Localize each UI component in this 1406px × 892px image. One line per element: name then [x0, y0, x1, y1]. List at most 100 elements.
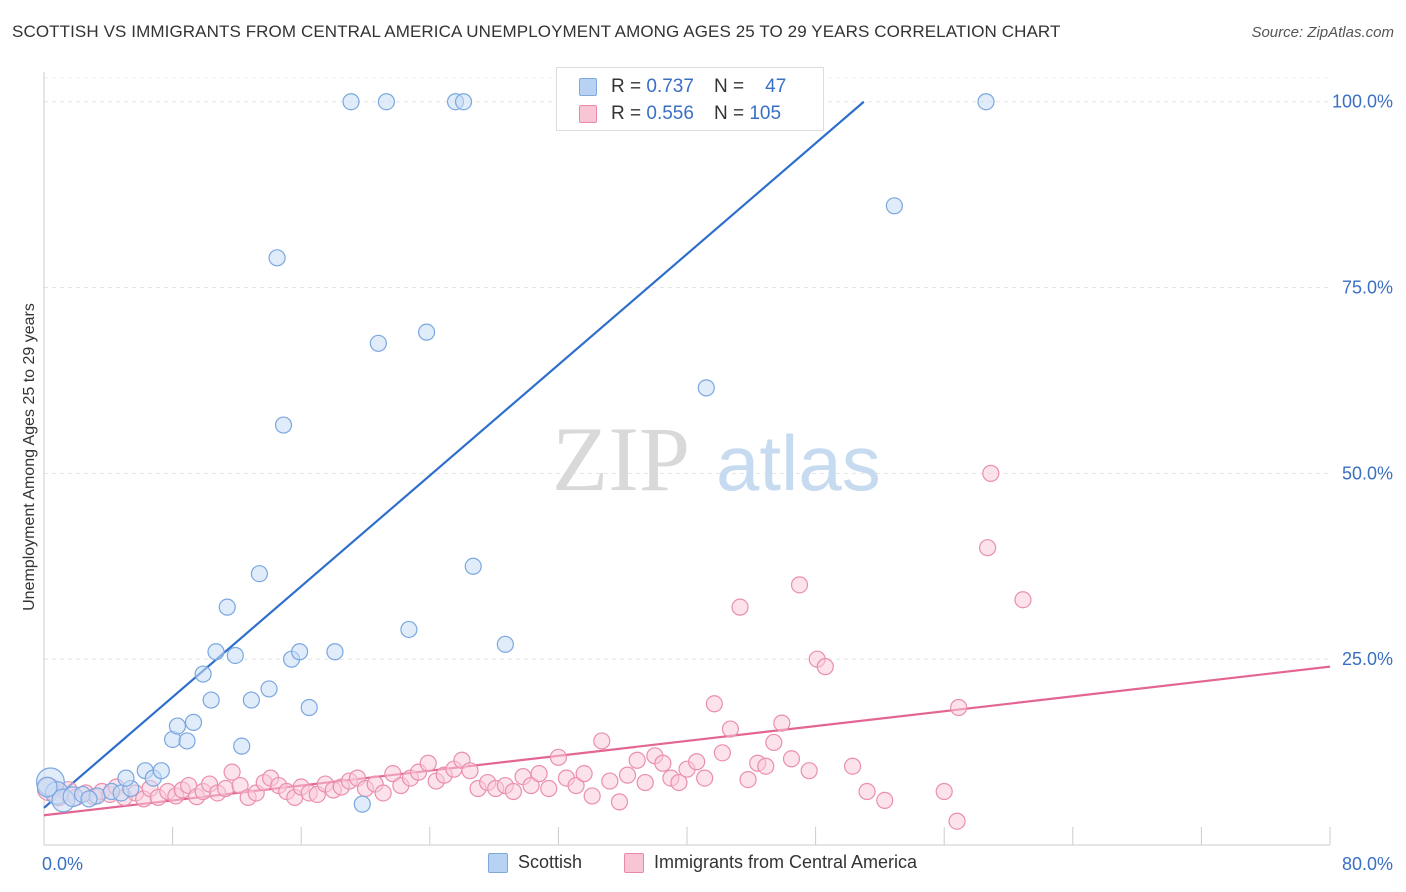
point-central-america [583, 787, 601, 805]
point-central-america [374, 784, 392, 802]
point-central-america [636, 773, 654, 792]
point-scottish [168, 717, 187, 735]
point-scottish [342, 93, 360, 111]
point-central-america [790, 576, 809, 594]
point-central-america [223, 763, 241, 781]
legend-r-value: 0.737 [646, 76, 694, 97]
point-central-america [757, 757, 775, 775]
point-scottish [326, 643, 344, 661]
point-scottish [400, 620, 418, 639]
data-points [35, 93, 1032, 830]
point-scottish [233, 737, 251, 755]
point-central-america [979, 539, 997, 557]
point-central-america [461, 762, 479, 780]
legend-n-label: N = [713, 103, 745, 124]
point-central-america [670, 773, 688, 792]
legend-swatch-scottish [488, 852, 508, 873]
trend-line-scottish [43, 100, 865, 809]
point-central-america [628, 751, 646, 769]
point-scottish [242, 691, 260, 709]
x-tick-label: 80.0% [1342, 854, 1393, 874]
point-central-america [950, 698, 968, 717]
point-central-america [1014, 591, 1032, 609]
chart-title: SCOTTISH VS IMMIGRANTS FROM CENTRAL AMER… [12, 22, 1061, 41]
point-scottish [226, 646, 244, 665]
point-scottish [184, 713, 203, 731]
point-scottish [117, 769, 135, 787]
point-scottish [300, 698, 318, 717]
point-scottish [36, 776, 58, 798]
point-scottish [152, 762, 170, 780]
point-scottish [80, 790, 98, 808]
point-central-america [705, 695, 723, 713]
point-central-america [948, 812, 966, 830]
point-scottish [697, 379, 715, 397]
point-central-america [721, 720, 740, 738]
point-central-america [384, 765, 402, 783]
point-central-america [782, 750, 801, 768]
stats-legend-row-central-america: R = 0.556 N = 105 [579, 101, 781, 127]
point-scottish [369, 334, 387, 352]
point-central-america [419, 754, 437, 772]
point-scottish [260, 680, 278, 698]
legend-n-label: N = [713, 76, 745, 97]
y-tick-label: 25.0% [1342, 649, 1393, 669]
point-scottish [194, 665, 212, 683]
point-central-america [522, 776, 540, 795]
stats-legend-row-scottish: R = 0.737 N = 47 [579, 74, 786, 100]
legend-r-value: 0.556 [646, 103, 694, 124]
point-scottish [417, 323, 436, 341]
point-scottish [207, 643, 225, 661]
tick-labels: 25.0% 50.0% 75.0% 100.0% 0.0% 80.0% [42, 92, 1393, 874]
point-central-america [549, 748, 568, 766]
point-central-america [610, 793, 629, 811]
legend-r-label: R = [611, 103, 642, 124]
legend-n-value: 105 [749, 103, 782, 124]
point-central-america [530, 765, 548, 783]
point-central-america [688, 753, 706, 771]
point-central-america [816, 658, 834, 676]
point-central-america [731, 598, 749, 616]
y-tick-label: 100.0% [1332, 92, 1393, 112]
point-scottish [885, 197, 903, 215]
point-central-america [540, 779, 558, 798]
x-tick-label: 0.0% [42, 854, 83, 874]
chart-source: Source: ZipAtlas.com [1251, 24, 1394, 41]
legend-swatch-central-america [624, 852, 644, 873]
point-scottish [290, 643, 309, 661]
legend-label-scottish: Scottish [518, 852, 583, 872]
legend-swatch-scottish [579, 78, 597, 96]
point-central-america [765, 733, 783, 752]
legend-n-value: 47 [765, 76, 787, 97]
point-scottish [218, 598, 236, 616]
point-scottish [353, 795, 371, 813]
stats-legend: R = 0.737 N = 47 R = 0.556 N = 105 [556, 67, 824, 131]
point-scottish [977, 93, 995, 111]
y-axis-label: Unemployment Among Ages 25 to 29 years [21, 303, 38, 611]
point-central-america [593, 732, 611, 750]
point-scottish [454, 93, 473, 111]
point-central-america [858, 782, 876, 801]
axes [43, 72, 1331, 846]
legend-item-scottish: Scottish [488, 852, 582, 873]
y-tick-label: 75.0% [1342, 278, 1393, 298]
point-central-america [231, 776, 249, 795]
point-central-america [504, 782, 522, 801]
gridlines [44, 77, 1330, 660]
point-central-america [601, 772, 619, 790]
point-scottish [274, 416, 293, 434]
point-central-america [575, 765, 593, 783]
point-central-america [843, 757, 862, 775]
y-tick-label: 50.0% [1342, 463, 1393, 483]
point-scottish [377, 93, 395, 111]
point-central-america [713, 744, 731, 762]
point-scottish [496, 635, 514, 653]
point-central-america [800, 762, 818, 780]
legend-swatch-central-america [579, 105, 597, 123]
point-central-america [217, 779, 235, 798]
legend-r-label: R = [611, 76, 642, 97]
point-scottish [202, 691, 220, 709]
watermark-zip: ZIP [552, 408, 690, 510]
point-scottish [464, 557, 482, 575]
